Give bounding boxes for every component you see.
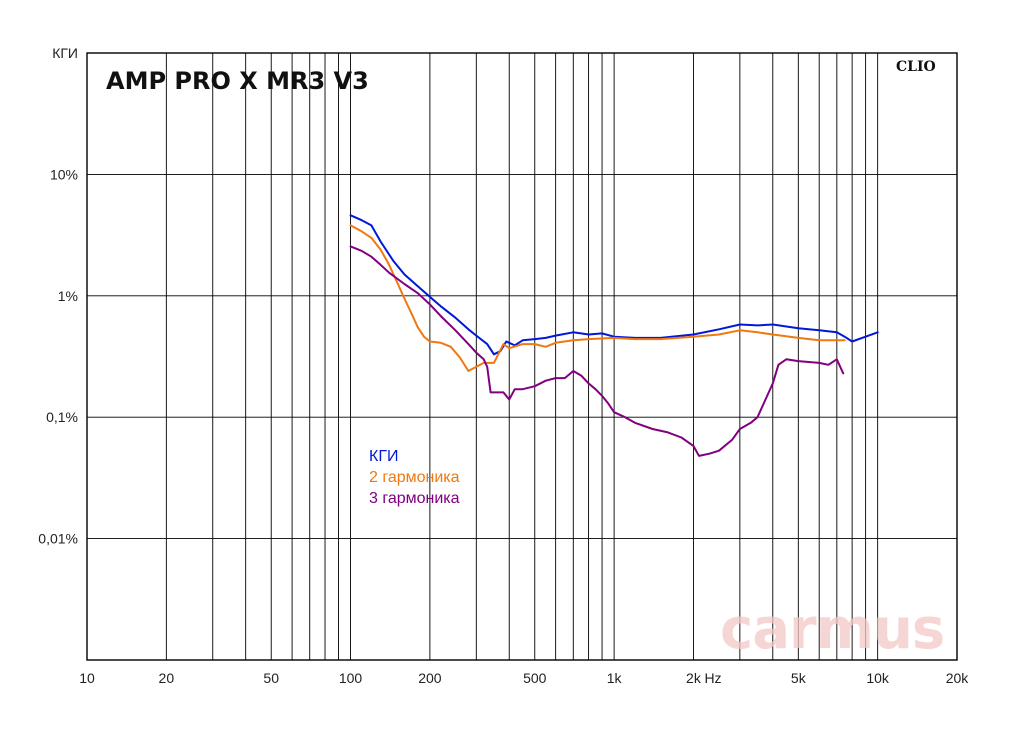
x-tick-label: 2k (686, 670, 702, 686)
x-tick-label: 10k (866, 670, 890, 686)
y-tick-labels: КГИ 10% 1% 0,1% 0,01% (38, 45, 78, 547)
x-axis-unit-label: Hz (704, 670, 721, 686)
x-tick-label: 10 (79, 670, 95, 686)
series-line-1 (349, 214, 879, 356)
brand-label: CLIO (896, 59, 936, 75)
y-tick-label: КГИ (52, 45, 78, 61)
y-tick-label: 1% (58, 288, 78, 304)
x-tick-label: 500 (523, 670, 547, 686)
y-tick-label: 10% (50, 166, 78, 182)
x-tick-label: 100 (339, 670, 363, 686)
x-tick-label: 200 (418, 670, 442, 686)
y-tick-label: 0,01% (38, 531, 78, 547)
watermark-text: carmus (720, 597, 944, 662)
x-tick-label: 20k (946, 670, 970, 686)
x-tick-label: 5k (791, 670, 807, 686)
legend-entry-3: 3 гармоника (369, 490, 460, 507)
chart-title: AMP PRO X MR3 V3 (106, 67, 369, 95)
x-tick-label: 1k (607, 670, 623, 686)
series-line-3 (349, 245, 845, 457)
x-tick-label: 20 (159, 670, 175, 686)
legend-entry-1: КГИ (369, 448, 398, 465)
x-tick-labels: 10 20 50 100 200 500 1k 2k 5k 10k 20k (79, 670, 969, 686)
series-line-2 (349, 224, 846, 372)
y-tick-label: 0,1% (46, 409, 78, 425)
plot-frame (86, 52, 958, 661)
series-layer (349, 214, 879, 457)
x-tick-label: 50 (263, 670, 279, 686)
legend: КГИ 2 гармоника 3 гармоника (369, 448, 460, 507)
legend-entry-2: 2 гармоника (369, 469, 460, 486)
